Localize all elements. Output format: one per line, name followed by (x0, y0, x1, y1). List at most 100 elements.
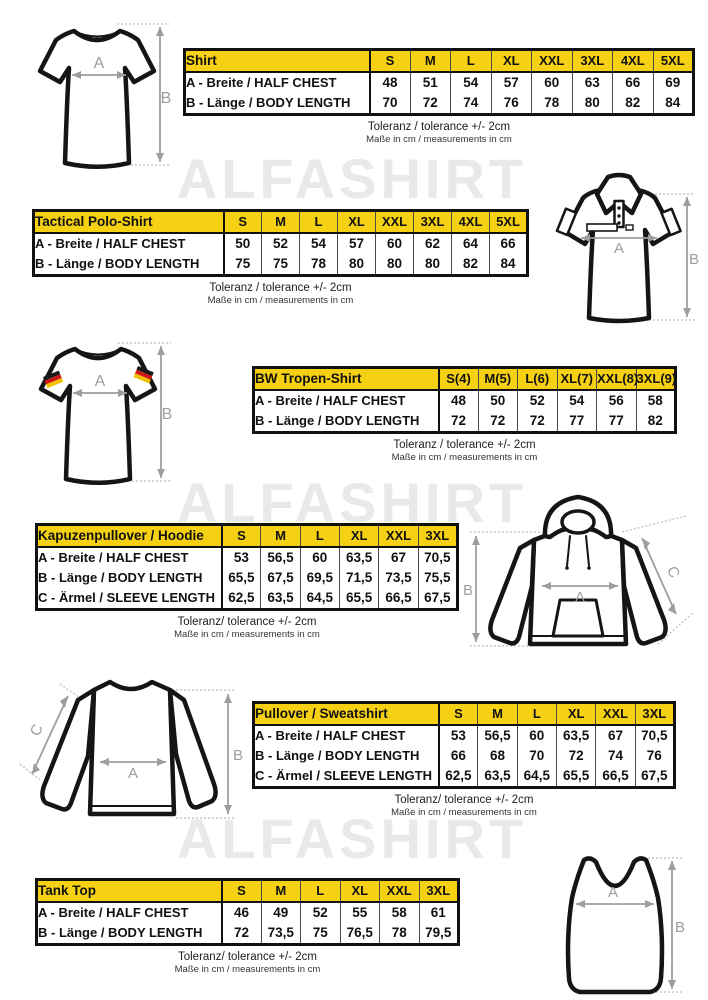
tank-top-table-block: Tank Top S M L XL XXL 3XL A - Breite / HALF CHE… (35, 878, 460, 975)
measure-arrow-c (31, 695, 69, 775)
size-value: 57 (490, 72, 532, 93)
size-column-header: XXL (378, 524, 419, 547)
hoodie-table-block: Kapuzenpullover / Hoodie S M L XL XXL 3XL A - B… (35, 523, 459, 640)
size-column-header: L (299, 210, 338, 233)
size-value: 66 (612, 72, 653, 93)
tolerance-line: Toleranz/ tolerance +/- 2cm (177, 616, 317, 628)
size-value: 78 (299, 254, 338, 276)
size-value: 49 (260, 902, 301, 923)
size-value: 52 (300, 902, 340, 923)
size-column-header: M(5) (477, 367, 518, 390)
size-column-header: 3XL(9) (635, 367, 676, 390)
drawstring (566, 535, 571, 567)
hoodie-sleeve (488, 537, 537, 646)
size-value: 64 (451, 233, 490, 254)
tolerance-note: Toleranz/ tolerance +/- 2cm Maße in cm / … (252, 794, 676, 818)
chest-tab (625, 224, 634, 231)
shirt-size-table: Shirt S M L XL XXL 3XL 4XL 5XL A - Breite / HALF … (183, 48, 695, 116)
size-column-header: S (438, 702, 478, 725)
size-value: 70 (516, 746, 557, 766)
size-value: 82 (451, 254, 490, 276)
size-value: 66 (450, 748, 466, 763)
measure-label-a: A (608, 884, 618, 901)
sweatshirt-sleeve (40, 687, 97, 812)
measurement-row-label: B - Länge / BODY LENGTH (253, 746, 440, 766)
size-value: 72 (233, 925, 250, 940)
sleeve-pocket (555, 207, 578, 237)
size-value: 64,5 (299, 588, 340, 610)
units-line: Maße in cm / measurements in cm (174, 964, 321, 975)
size-column-header: 3XL (417, 524, 458, 547)
sweatshirt-body (87, 679, 177, 817)
measurement-row-label: B - Länge / BODY LENGTH (33, 254, 225, 276)
measurement-row-label: A - Breite / HALF CHEST (36, 902, 223, 923)
measurement-row-label: B - Länge / BODY LENGTH (184, 93, 371, 115)
tactical-polo-table-block: Tactical Polo-Shirt S M L XL XXL 3XL 4XL 5XL A - … (32, 209, 529, 306)
measurement-row: A - Breite / HALF CHEST 50 52 54 57 60 62 64 66 (33, 233, 528, 254)
size-value: 75,5 (417, 568, 458, 588)
size-value: 60 (531, 72, 572, 93)
size-value: 71,5 (338, 568, 379, 588)
size-value: 67 (595, 725, 636, 746)
german-flag-icon (133, 366, 154, 384)
size-value: 78 (531, 93, 572, 115)
polo-outline (562, 187, 676, 324)
button (617, 221, 621, 225)
sleeve-pocket (660, 207, 682, 237)
hoodie-diagram: B A C (463, 494, 695, 647)
size-column-header: M (409, 49, 451, 72)
measurement-row: C - Ärmel / SLEEVE LENGTH 62,5 63,5 64,5 65,… (253, 766, 675, 788)
tshirt-diagram: A B (37, 23, 171, 169)
size-column-header: M (260, 524, 301, 547)
size-column-header: XXL (379, 879, 419, 902)
tolerance-line: Toleranz/ tolerance +/- 2cm (394, 794, 534, 806)
collar-line (74, 348, 122, 356)
measurement-row: A - Breite / HALF CHEST 46 49 52 55 58 61 (36, 902, 459, 923)
size-value: 58 (379, 902, 419, 923)
neck-band (597, 864, 633, 886)
measure-label-b: B (233, 747, 243, 764)
size-column-header: XXL (375, 210, 414, 233)
size-column-header: L (450, 49, 491, 72)
measurement-row: A - Breite / HALF CHEST 53 56,5 60 63,5 67 70,… (36, 547, 458, 568)
measurement-row-label: B - Länge / BODY LENGTH (36, 923, 223, 945)
size-column-header: XXL(8) (596, 367, 638, 390)
measurement-row: A - Breite / HALF CHEST 48 50 52 54 56 58 (253, 390, 676, 411)
size-column-header: 3XL (634, 702, 675, 725)
size-column-header: XL (490, 49, 532, 72)
size-value: 82 (635, 411, 676, 433)
collar-line (109, 681, 153, 689)
size-value: 60 (299, 547, 340, 568)
measurement-row: B - Länge / BODY LENGTH 72 72 72 77 77 82 (253, 411, 676, 433)
size-value: 76 (490, 93, 532, 115)
measure-label-c: C (663, 564, 683, 581)
size-value: 57 (337, 233, 376, 254)
tolerance-line: Toleranz / tolerance +/- 2cm (367, 121, 511, 133)
button-placket (613, 199, 625, 229)
units-line: Maße in cm / measurements in cm (391, 452, 538, 463)
tolerance-line: Toleranz/ tolerance +/- 2cm (177, 951, 318, 963)
size-value: 63,5 (338, 547, 379, 568)
size-value: 73,5 (378, 568, 419, 588)
measurement-row: B - Länge / BODY LENGTH 65,5 67,5 69,5 71,5 7… (36, 568, 458, 588)
size-column-header: S (221, 524, 261, 547)
measure-label-a: A (614, 240, 624, 257)
size-value: 74 (595, 746, 636, 766)
hoodie-sleeve (619, 537, 668, 646)
size-value: 77 (596, 411, 636, 433)
measurement-row: B - Länge / BODY LENGTH 72 73,5 75 76,5 78 79,… (36, 923, 459, 945)
collar-line (73, 30, 121, 38)
measure-label-a: A (95, 373, 106, 390)
size-value: 64,5 (516, 766, 557, 788)
table-title: Shirt (184, 49, 371, 72)
bw-tropen-shirt-diagram: A B (38, 342, 172, 485)
measurement-row-label: B - Länge / BODY LENGTH (36, 568, 223, 588)
measure-label-b: B (463, 582, 473, 599)
size-column-header: XXL (531, 49, 572, 72)
size-value: 61 (418, 902, 459, 923)
size-value: 67,5 (417, 588, 458, 610)
tolerance-note: Toleranz / tolerance +/- 2cm Maße in cm /… (252, 439, 677, 463)
size-value: 65,5 (555, 766, 596, 788)
size-value: 65,5 (338, 588, 379, 610)
